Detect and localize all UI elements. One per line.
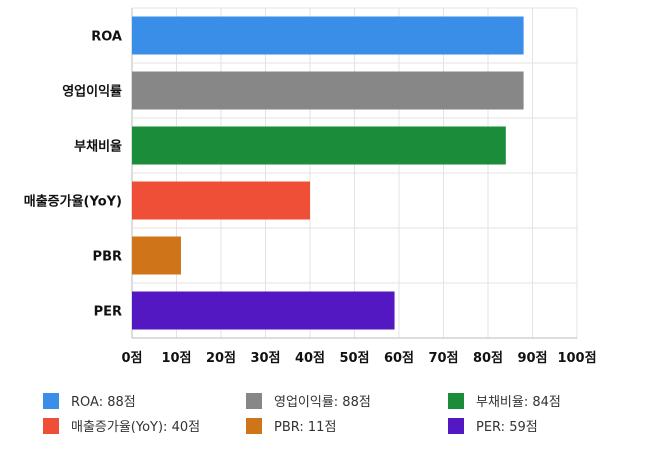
category-label: 부채비율 [74, 139, 122, 155]
bar-1 [132, 71, 524, 110]
bar-3 [132, 181, 310, 220]
legend-label: PBR: 11점 [274, 420, 336, 435]
x-tick-label: 70점 [428, 351, 458, 366]
bar-0 [132, 16, 524, 55]
legend-label: ROA: 88점 [71, 395, 136, 410]
legend-swatch [246, 393, 262, 409]
legend-item: PBR: 11점 [246, 418, 336, 435]
x-tick-label: 100점 [557, 351, 596, 366]
x-tick-label: 60점 [384, 351, 414, 366]
x-tick-label: 20점 [206, 351, 236, 366]
x-tick-label: 40점 [295, 351, 325, 366]
x-tick-label: 50점 [339, 351, 369, 366]
category-label: PBR [93, 250, 122, 265]
category-label: PER [94, 305, 122, 320]
legend-item: 매출증가율(YoY): 40점 [43, 418, 200, 435]
x-tick-label: 90점 [517, 351, 547, 366]
legend-label: 부채비율: 84점 [476, 395, 561, 410]
legend-item: PER: 59점 [448, 418, 538, 435]
category-label: 영업이익률 [62, 84, 122, 100]
x-tick-label: 0점 [121, 351, 142, 366]
category-label: 매출증가율(YoY) [24, 194, 122, 210]
x-tick-label: 10점 [161, 351, 191, 366]
bar-4 [132, 236, 181, 275]
legend-item: 부채비율: 84점 [448, 393, 561, 410]
legend-swatch [43, 418, 59, 434]
grid-lines [131, 7, 578, 339]
bar-2 [132, 126, 506, 165]
legend-item: 영업이익률: 88점 [246, 393, 371, 410]
legend-swatch [246, 418, 262, 434]
bar-5 [132, 291, 395, 330]
legend-swatch [43, 393, 59, 409]
x-tick-label: 80점 [473, 351, 503, 366]
legend-swatch [448, 393, 464, 409]
legend-label: 영업이익률: 88점 [274, 395, 371, 410]
category-label: ROA [91, 30, 122, 45]
legend-item: ROA: 88점 [43, 393, 136, 410]
x-tick-label: 30점 [250, 351, 280, 366]
x-axis-tick-labels: 0점 10점 20점 30점 40점 50점 60점 70점 80점 90점 100점 [121, 351, 596, 366]
legend-swatch [448, 418, 464, 434]
bars [132, 16, 524, 330]
legend-label: PER: 59점 [476, 420, 538, 435]
legend-label: 매출증가율(YoY): 40점 [71, 420, 200, 435]
